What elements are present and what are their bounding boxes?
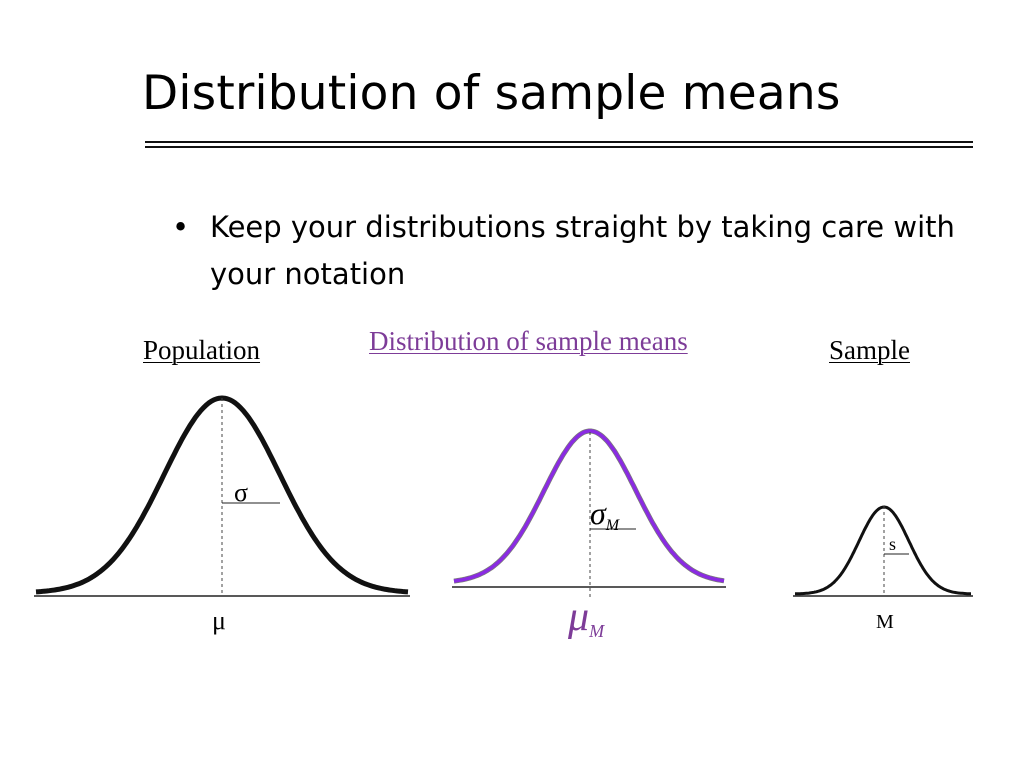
bullet-point: • Keep your distributions straight by ta…: [172, 204, 972, 298]
bullet-text: Keep your distributions straight by taki…: [210, 210, 955, 291]
sampling-mean-subscript: M: [588, 621, 605, 641]
population-label: Population: [143, 335, 261, 365]
sampling-sd-sigma: σ: [590, 495, 607, 531]
slide-title: Distribution of sample means: [142, 66, 841, 121]
sampling-mean-symbol: μM: [567, 594, 605, 641]
sample-label: Sample: [829, 335, 910, 365]
sampling-distribution-panel: σM μM: [452, 428, 726, 641]
sampling-curve-shadow: [453, 428, 725, 584]
sampling-distribution-label: Distribution of sample means: [369, 326, 688, 356]
population-sd-symbol: σ: [234, 478, 248, 507]
sampling-mean-mu: μ: [567, 594, 589, 640]
title-rule-top: [145, 141, 973, 143]
sampling-sd-symbol: σM: [590, 495, 621, 534]
sample-mean-symbol: M: [876, 611, 894, 633]
sample-panel: s M: [793, 505, 973, 633]
population-panel: σ μ: [34, 395, 410, 635]
sampling-curve: [453, 429, 725, 583]
sample-curve: [794, 505, 972, 596]
title-rule-bottom: [145, 146, 973, 148]
bullet-marker: •: [172, 210, 190, 244]
sample-sd-symbol: s: [889, 534, 896, 554]
population-mean-symbol: μ: [212, 606, 226, 635]
sampling-sd-subscript: M: [605, 517, 621, 534]
